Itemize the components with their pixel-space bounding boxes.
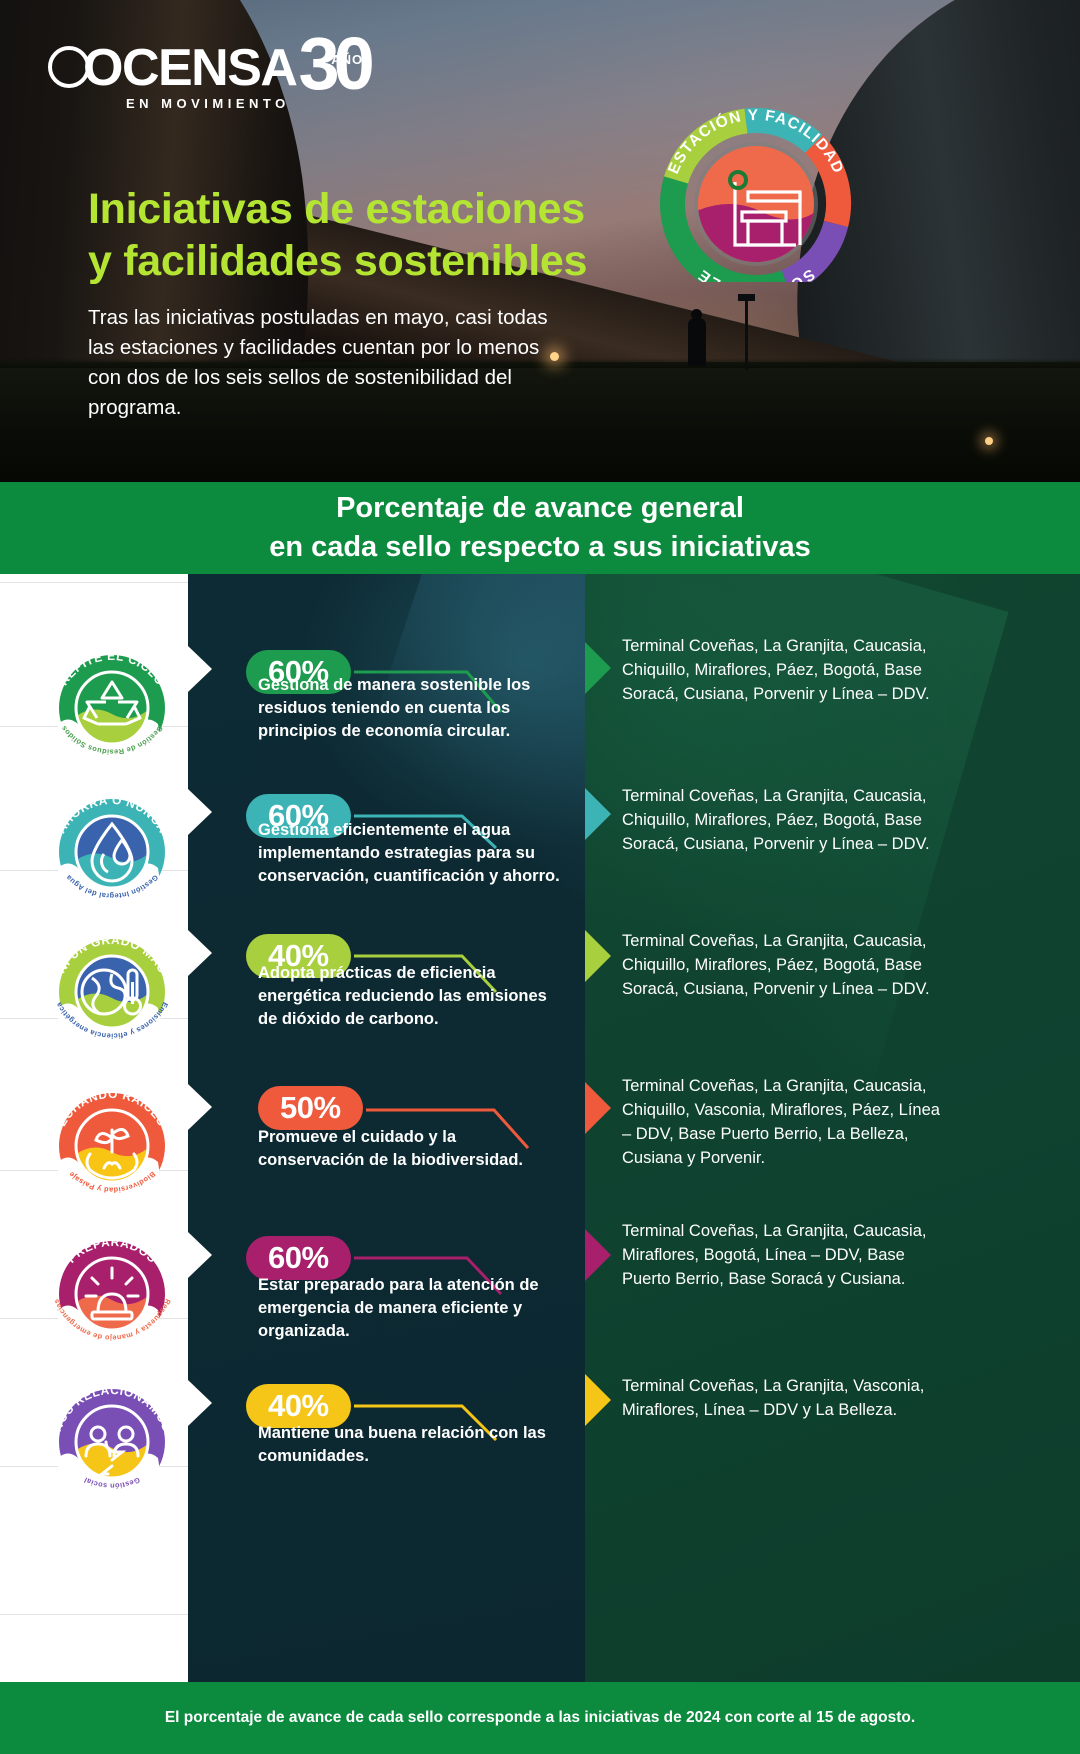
- logo-anniversary: 30 AÑOS: [298, 27, 374, 101]
- percent-connector-line: [354, 1402, 504, 1444]
- footer-note: El porcentaje de avance de cada sello co…: [164, 1709, 916, 1726]
- ocensa-logo: OCENSA 30 AÑOS EN MOVIMIENTO: [48, 27, 375, 111]
- seal-svg-5: NOS RELACIONAMOS Gestión social: [50, 1383, 173, 1512]
- logo-anniversary-unit: AÑOS: [331, 52, 373, 67]
- seal-description-3: Promueve el cuidado y la conservación de…: [258, 1128, 524, 1169]
- ground-silhouette: [0, 358, 1080, 482]
- arrow-to-stations-icon: [585, 1229, 625, 1281]
- arrow-to-stations-icon: [585, 642, 625, 694]
- logo-tagline: EN MOVIMIENTO: [126, 96, 290, 111]
- percent-connector-line: [354, 952, 504, 996]
- arrow-to-description-icon: [188, 1380, 230, 1426]
- badge-svg: ESTACIÓN Y FACILIDAD SOSTENIBLE: [660, 107, 852, 282]
- facility-glyph: [733, 182, 802, 247]
- hero-title-line-1: Iniciativas de estaciones: [88, 185, 585, 233]
- percent-value: 60%: [268, 1240, 329, 1275]
- arrow-to-stations-icon: [585, 788, 625, 840]
- arrow-to-description-icon: [188, 930, 230, 976]
- stations-list-1: Terminal Coveñas, La Granjita, Caucasia,…: [622, 787, 930, 853]
- tower-silhouette: [738, 294, 755, 370]
- stations-list-4: Terminal Coveñas, La Granjita, Caucasia,…: [622, 1222, 927, 1288]
- sustainable-station-badge: ESTACIÓN Y FACILIDAD SOSTENIBLE: [650, 100, 862, 282]
- seal-description-4: Estar preparado para la atención de emer…: [258, 1276, 539, 1340]
- hero-title: Iniciativas de estaciones y facilidades …: [88, 183, 648, 287]
- arrow-to-description-icon: [188, 646, 230, 692]
- logo-circle-icon: [48, 46, 90, 88]
- seal-description-0: Gestiona de manera sostenible los residu…: [258, 676, 531, 740]
- stations-list-2: Terminal Coveñas, La Granjita, Caucasia,…: [622, 932, 930, 998]
- arrow-to-stations-icon: [585, 1374, 625, 1426]
- footer-note-bar: El porcentaje de avance de cada sello co…: [0, 1682, 1080, 1754]
- banner-line-2: en cada sello respecto a sus iniciativas: [269, 531, 811, 563]
- divider-line: [0, 1614, 188, 1615]
- seal-icon-4[interactable]: PREPARADOS Respuesta y manejo de emergen…: [42, 1224, 182, 1364]
- percent-connector-line: [354, 668, 509, 716]
- seal-icon-0[interactable]: REPITE EL CICLO Gestión de Residuos Sóli…: [42, 638, 182, 778]
- arrow-to-stations-icon: [585, 1082, 625, 1134]
- divider-line: [0, 582, 188, 583]
- right-column: [585, 574, 1080, 1682]
- section-banner: Porcentaje de avance general en cada sel…: [0, 482, 1080, 574]
- lamp-light: [550, 352, 559, 361]
- percent-value: 40%: [268, 938, 329, 973]
- percent-value: 40%: [268, 1388, 329, 1423]
- percent-badge-3: 50%: [258, 1086, 363, 1130]
- hero-section: OCENSA 30 AÑOS EN MOVIMIENTO: [0, 0, 1080, 482]
- arrow-to-description-icon: [188, 1232, 230, 1278]
- seal-icon-3[interactable]: ECHANDO RAÍCES Biodiversidad y Paisaje: [42, 1076, 182, 1216]
- logo-wordmark: OCENSA: [83, 39, 298, 97]
- hero-subtitle: Tras las iniciativas postuladas en mayo,…: [88, 306, 548, 419]
- seal-svg-2: NI UN GRADO MÁS Emisiones y eficiencia e…: [54, 933, 170, 1062]
- seal-description-5: Mantiene una buena relación con las comu…: [258, 1424, 546, 1465]
- person-silhouette: [688, 309, 706, 366]
- banner-line-1: Porcentaje de avance general: [336, 492, 744, 524]
- percent-badge-1: 60%: [246, 794, 351, 838]
- arrow-to-description-icon: [188, 789, 230, 835]
- seal-svg-4: PREPARADOS Respuesta y manejo de emergen…: [51, 1235, 172, 1364]
- percent-badge-4: 60%: [246, 1236, 351, 1280]
- percent-value: 60%: [268, 654, 329, 689]
- stations-list-0: Terminal Coveñas, La Granjita, Caucasia,…: [622, 637, 930, 703]
- seal-icon-5[interactable]: NOS RELACIONAMOS Gestión social: [42, 1372, 182, 1512]
- logo-anniversary-number: 30: [298, 22, 374, 105]
- hero-title-line-2: y facilidades sostenibles: [88, 237, 588, 285]
- banner-heading: Porcentaje de avance general en cada sel…: [269, 489, 811, 567]
- seals-section: REPITE EL CICLO Gestión de Residuos Sóli…: [0, 574, 1080, 1682]
- stations-list-3: Terminal Coveñas, La Granjita, Caucasia,…: [622, 1077, 940, 1167]
- seal-description-2: Adopta prácticas de eficiencia energétic…: [258, 964, 547, 1028]
- arrow-to-stations-icon: [585, 930, 625, 982]
- percent-badge-2: 40%: [246, 934, 351, 978]
- arrow-to-description-icon: [188, 1084, 230, 1130]
- lamp-light-secondary: [985, 437, 993, 445]
- percent-connector-line: [366, 1106, 536, 1152]
- percent-connector-line: [354, 1254, 509, 1298]
- percent-badge-5: 40%: [246, 1384, 351, 1428]
- seal-description-1: Gestiona eficientemente el agua implemen…: [258, 821, 560, 885]
- seal-icon-2[interactable]: NI UN GRADO MÁS Emisiones y eficiencia e…: [42, 922, 182, 1062]
- percent-value: 60%: [268, 798, 329, 833]
- middle-column: [188, 574, 585, 1682]
- percent-badge-0: 60%: [246, 650, 351, 694]
- percent-connector-line: [354, 812, 504, 852]
- seal-svg-1: AHORRA O NUNCA Gestión Integral del Agua: [54, 793, 169, 922]
- percent-value: 50%: [280, 1090, 341, 1125]
- seal-icon-1[interactable]: AHORRA O NUNCA Gestión Integral del Agua: [42, 782, 182, 922]
- seal-svg-3: ECHANDO RAÍCES Biodiversidad y Paisaje: [55, 1087, 169, 1216]
- stations-list-5: Terminal Coveñas, La Granjita, Vasconia,…: [622, 1377, 925, 1419]
- seal-svg-0: REPITE EL CICLO Gestión de Residuos Sóli…: [56, 649, 167, 778]
